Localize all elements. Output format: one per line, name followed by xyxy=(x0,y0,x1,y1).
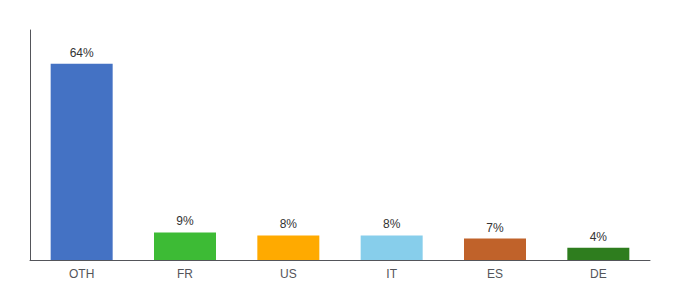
svg-text:8%: 8% xyxy=(280,217,298,231)
svg-text:8%: 8% xyxy=(383,217,401,231)
svg-text:FR: FR xyxy=(177,267,193,281)
svg-text:9%: 9% xyxy=(176,214,194,228)
svg-text:ES: ES xyxy=(487,267,503,281)
svg-text:64%: 64% xyxy=(70,46,94,60)
svg-text:DE: DE xyxy=(590,267,607,281)
svg-text:7%: 7% xyxy=(486,221,504,235)
svg-text:US: US xyxy=(280,267,297,281)
svg-text:IT: IT xyxy=(386,267,397,281)
svg-text:4%: 4% xyxy=(590,230,608,244)
svg-text:OTH: OTH xyxy=(69,267,94,281)
